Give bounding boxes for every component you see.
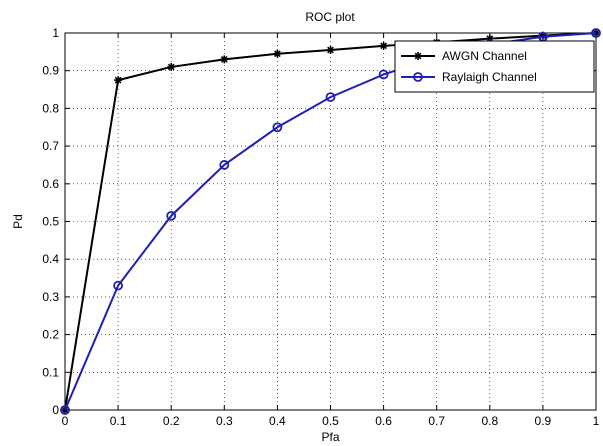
raylaigh-channel-point: [219, 160, 230, 170]
awgn-channel-point: [379, 41, 388, 50]
x-tick-label: 0.4: [269, 414, 286, 428]
legend-label-raylaigh-channel: Raylaigh Channel: [442, 70, 537, 84]
raylaigh-channel-point: [113, 280, 123, 291]
y-tick-label: 0.4: [42, 252, 59, 266]
raylaigh-channel-point: [591, 28, 601, 38]
x-tick-label: 0.8: [481, 414, 498, 428]
chart-title: ROC plot: [305, 10, 355, 24]
awgn-channel-point: [326, 45, 335, 54]
y-tick-label: 0.3: [42, 290, 59, 304]
y-tick-label: 0.1: [42, 365, 59, 379]
y-tick-label: 0.8: [42, 101, 59, 115]
awgn-channel-point: [273, 49, 282, 58]
y-tick-label: 0.6: [42, 177, 59, 191]
x-tick-label: 0.6: [375, 414, 392, 428]
raylaigh-channel-point: [60, 405, 70, 415]
x-tick-label: 0.1: [110, 414, 127, 428]
y-tick-label: 0.2: [42, 328, 59, 342]
x-axis-label: Pfa: [321, 430, 339, 444]
legend-marker-awgn-channel: [414, 52, 422, 60]
raylaigh-channel-point: [378, 69, 389, 80]
awgn-channel-point: [114, 76, 123, 85]
x-tick-label: 0: [62, 414, 69, 428]
x-tick-label: 0.3: [216, 414, 233, 428]
y-axis: 0 0.1 0.2 0.3 0.4 0.5 0.6 0.7 0.8 0.9 1: [42, 26, 596, 417]
x-tick-label: 0.5: [322, 414, 339, 428]
awgn-channel-point: [220, 55, 229, 64]
y-tick-label: 0.7: [42, 139, 59, 153]
x-tick-label: 1: [593, 414, 600, 428]
raylaigh-channel-point: [166, 210, 177, 221]
y-tick-label: 0.5: [42, 215, 59, 229]
x-axis: 0 0.1 0.2 0.3 0.4 0.5 0.6 0.7 0.8 0.9 1: [62, 33, 600, 428]
grid-lines: [65, 33, 596, 410]
x-tick-label: 0.9: [535, 414, 552, 428]
legend-label-awgn-channel: AWGN Channel: [442, 49, 527, 63]
y-axis-label: Pd: [11, 214, 25, 229]
legend: AWGN Channel Raylaigh Channel: [394, 40, 595, 93]
y-tick-label: 0.9: [42, 64, 59, 78]
raylaigh-channel-point: [272, 122, 283, 133]
awgn-channel-point: [167, 62, 176, 71]
x-tick-label: 0.2: [163, 414, 180, 428]
x-tick-label: 0.7: [428, 414, 445, 428]
y-tick-label: 0: [52, 403, 59, 417]
legend-box: [394, 40, 595, 93]
legend-marker-raylaigh-channel: [413, 72, 423, 82]
raylaigh-channel-point: [325, 92, 336, 102]
y-tick-label: 1: [52, 26, 59, 40]
